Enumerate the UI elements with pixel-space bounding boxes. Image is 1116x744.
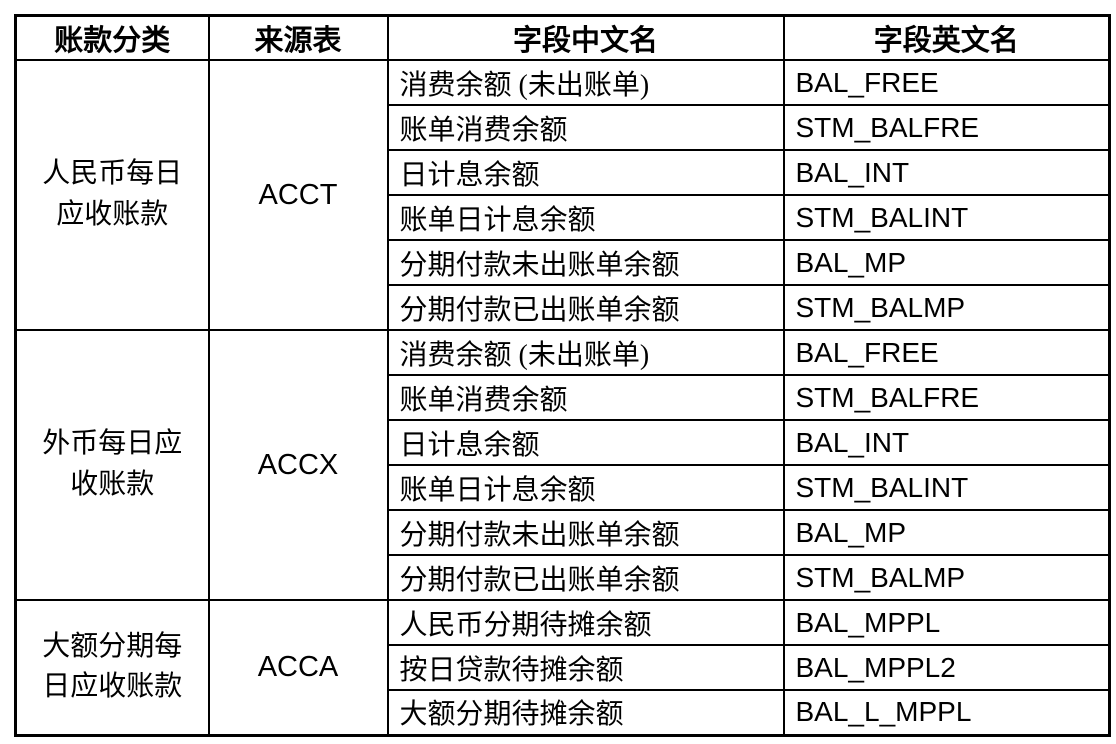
category-cell: 人民币每日应收账款 [14, 59, 210, 331]
field-en-cell: BAL_INT [782, 149, 1111, 196]
field-en-cell: BAL_MPPL [782, 599, 1111, 646]
header-row: 账款分类 来源表 字段中文名 字段英文名 [14, 14, 1111, 61]
table-row: 分期付款未出账单余额 BAL_MP [16, 509, 1111, 556]
field-en-cell: STM_BALFRE [782, 104, 1111, 151]
table-row: 账单日计息余额 STM_BALINT [16, 464, 1111, 511]
field-en-cell: BAL_MP [782, 239, 1111, 286]
field-cn-cell: 消费余额 (未出账单) [386, 59, 785, 106]
source-table-cell: ACCT [207, 59, 389, 331]
header-field-en-name: 字段英文名 [782, 14, 1111, 61]
field-en-cell: BAL_MP [782, 509, 1111, 556]
header-account-category: 账款分类 [14, 14, 210, 61]
header-field-cn-name: 字段中文名 [386, 14, 785, 61]
field-cn-cell: 日计息余额 [386, 149, 785, 196]
field-cn-cell: 按日贷款待摊余额 [386, 644, 785, 691]
field-cn-cell: 分期付款未出账单余额 [386, 509, 785, 556]
field-en-cell: STM_BALFRE [782, 374, 1111, 421]
field-cn-cell: 分期付款已出账单余额 [386, 554, 785, 601]
table-row: 账单消费余额 STM_BALFRE [16, 374, 1111, 421]
field-en-cell: STM_BALINT [782, 194, 1111, 241]
field-cn-cell: 账单消费余额 [386, 374, 785, 421]
table-row: 账单日计息余额 STM_BALINT [16, 194, 1111, 241]
source-table-cell: ACCX [207, 329, 389, 601]
table-row: 日计息余额 BAL_INT [16, 149, 1111, 196]
field-en-cell: STM_BALMP [782, 284, 1111, 331]
field-en-cell: BAL_FREE [782, 59, 1111, 106]
field-cn-cell: 账单消费余额 [386, 104, 785, 151]
table-row: 账单消费余额 STM_BALFRE [16, 104, 1111, 151]
table-row: 人民币每日应收账款 ACCT 消费余额 (未出账单) BAL_FREE [14, 59, 1111, 331]
field-en-cell: BAL_MPPL2 [782, 644, 1111, 691]
field-cn-cell: 消费余额 (未出账单) [386, 329, 785, 376]
table-row: 大额分期待摊余额 BAL_L_MPPL [16, 689, 1111, 736]
table-row: 分期付款已出账单余额 STM_BALMP [16, 554, 1111, 601]
table-row: 大额分期每日应收账款 ACCA 人民币分期待摊余额 BAL_MPPL [14, 599, 1111, 736]
field-en-cell: BAL_FREE [782, 329, 1111, 376]
source-table-cell: ACCA [207, 599, 389, 736]
field-cn-cell: 账单日计息余额 [386, 464, 785, 511]
field-cn-cell: 分期付款未出账单余额 [386, 239, 785, 286]
field-cn-cell: 账单日计息余额 [386, 194, 785, 241]
category-cell: 大额分期每日应收账款 [14, 599, 210, 736]
field-en-cell: STM_BALMP [782, 554, 1111, 601]
table-row: 日计息余额 BAL_INT [16, 419, 1111, 466]
table-row: 按日贷款待摊余额 BAL_MPPL2 [16, 644, 1111, 691]
field-mapping-table: 账款分类 来源表 字段中文名 字段英文名 人民币每日应收账款 ACCT 消费余额 (… [14, 14, 1111, 737]
header-source-table: 来源表 [207, 14, 389, 61]
table-row: 外币每日应收账款 ACCX 消费余额 (未出账单) BAL_FREE [14, 329, 1111, 601]
table-row: 分期付款未出账单余额 BAL_MP [16, 239, 1111, 286]
table-header: 账款分类 来源表 字段中文名 字段英文名 [14, 14, 1111, 61]
table-row: 分期付款已出账单余额 STM_BALMP [16, 284, 1111, 331]
field-cn-cell: 大额分期待摊余额 [386, 689, 785, 736]
table-body: 人民币每日应收账款 ACCT 消费余额 (未出账单) BAL_FREE 账单消费余额 ST… [14, 59, 1111, 736]
field-en-cell: STM_BALINT [782, 464, 1111, 511]
field-cn-cell: 日计息余额 [386, 419, 785, 466]
field-en-cell: BAL_L_MPPL [782, 689, 1111, 736]
field-cn-cell: 人民币分期待摊余额 [386, 599, 785, 646]
category-cell: 外币每日应收账款 [14, 329, 210, 601]
field-en-cell: BAL_INT [782, 419, 1111, 466]
field-cn-cell: 分期付款已出账单余额 [386, 284, 785, 331]
